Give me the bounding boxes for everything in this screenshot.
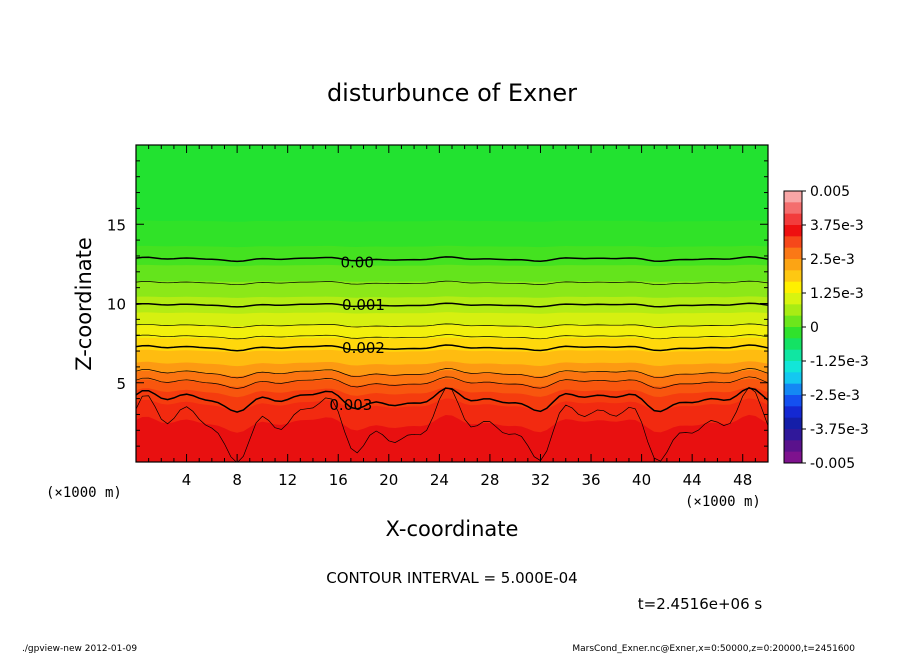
colorbar-label-7: -3.75e-3 [810, 422, 869, 438]
contour-line-4 [136, 334, 768, 340]
colorbar-cell-12 [784, 327, 802, 339]
colorbar-cell-19 [784, 406, 802, 419]
x-axis-label: X-coordinate [386, 517, 519, 541]
x-tick-label-6: 28 [480, 471, 499, 489]
footer-right-text: MarsCond_Exner.nc@Exner,x=0:50000,z=0:20… [572, 644, 855, 654]
colorbar-cell-16 [784, 372, 802, 385]
colorbar-cell-0 [784, 191, 802, 203]
colorbar-label-4: 0 [810, 320, 819, 336]
contour-line-0 [136, 256, 768, 263]
colorbar-cell-8 [784, 281, 802, 294]
colorbar-labels: 0.005 3.75e-3 2.5e-3 1.25e-3 0 -1.25e-3 -2.5e-… [802, 184, 869, 472]
colorbar-cell-22 [784, 440, 802, 453]
colorbar-cell-10 [784, 304, 802, 317]
x-tick-label-3: 16 [329, 471, 348, 489]
colorbar-cell-21 [784, 429, 802, 441]
colorbar [784, 191, 802, 464]
x-tick-label-0: 4 [182, 471, 192, 489]
colorbar-cell-18 [784, 395, 802, 407]
colorbar-label-2: 2.5e-3 [810, 252, 855, 268]
colorbar-cell-4 [784, 236, 802, 249]
x-tick-label-4: 20 [379, 471, 398, 489]
contour-line-5 [136, 344, 768, 352]
contour-line-8 [136, 387, 768, 413]
colorbar-cell-5 [784, 247, 802, 260]
contour-line-6 [136, 368, 768, 379]
footer-left-text: ./gpview-new 2012-01-09 [22, 644, 137, 654]
x-tick-label-11: 48 [733, 471, 752, 489]
contour-label-2: 0.002 [342, 339, 385, 357]
x-tick-label-8: 36 [581, 471, 600, 489]
colorbar-cell-20 [784, 417, 802, 430]
x-axis-unit: (×1000 m) [685, 494, 761, 510]
contour-line-7 [136, 376, 768, 389]
contour-line-2 [136, 302, 768, 308]
x-tick-label-5: 24 [430, 471, 449, 489]
colorbar-cell-11 [784, 315, 802, 328]
colorbar-cell-7 [784, 270, 802, 283]
colorbar-cell-13 [784, 338, 802, 351]
colorbar-cell-14 [784, 349, 802, 362]
y-tick-label-0: 5 [116, 375, 126, 393]
colorbar-cell-6 [784, 259, 802, 271]
colorbar-cell-1 [784, 202, 802, 215]
colorbar-cell-2 [784, 213, 802, 226]
colorbar-label-5: -1.25e-3 [810, 354, 869, 370]
contour-label-1: 0.001 [342, 296, 385, 314]
chart-title: disturbunce of Exner [327, 79, 577, 107]
y-tick-label-1: 10 [107, 296, 126, 314]
x-tick-label-10: 44 [683, 471, 702, 489]
time-text: t=2.4516e+06 s [638, 595, 763, 613]
contour-line-9 [136, 386, 768, 462]
colorbar-label-3: 1.25e-3 [810, 286, 864, 302]
y-axis-ticks: 5 10 15 [107, 160, 768, 447]
x-tick-label-7: 32 [531, 471, 550, 489]
y-tick-label-2: 15 [107, 216, 126, 234]
colorbar-cell-23 [784, 451, 802, 464]
colorbar-label-8: -0.005 [810, 456, 855, 472]
contour-interval-text: CONTOUR INTERVAL = 5.000E-04 [326, 569, 577, 587]
contour-label-3: 0.003 [329, 396, 372, 414]
x-tick-label-9: 40 [632, 471, 651, 489]
contour-lines [136, 256, 768, 462]
x-axis-ticks: 4 8 12 16 20 24 28 32 36 40 44 48 [148, 145, 756, 489]
contour-line-3 [136, 323, 768, 328]
y-axis-unit: (×1000 m) [46, 485, 122, 501]
colorbar-cell-9 [784, 293, 802, 305]
colorbar-label-0: 0.005 [810, 184, 850, 200]
y-axis-label: Z-coordinate [72, 237, 96, 371]
contour-line-1 [136, 280, 768, 286]
colorbar-label-6: -2.5e-3 [810, 388, 860, 404]
colorbar-cell-3 [784, 225, 802, 237]
contour-label-0: 0.00 [340, 253, 373, 271]
x-tick-label-1: 8 [232, 471, 242, 489]
colorbar-label-1: 3.75e-3 [810, 218, 864, 234]
x-tick-label-2: 12 [278, 471, 297, 489]
contour-labels: 0.00 0.001 0.002 0.003 [329, 253, 385, 414]
colorbar-cell-15 [784, 361, 802, 373]
color-band-0 [136, 414, 768, 462]
colorbar-cell-17 [784, 383, 802, 396]
